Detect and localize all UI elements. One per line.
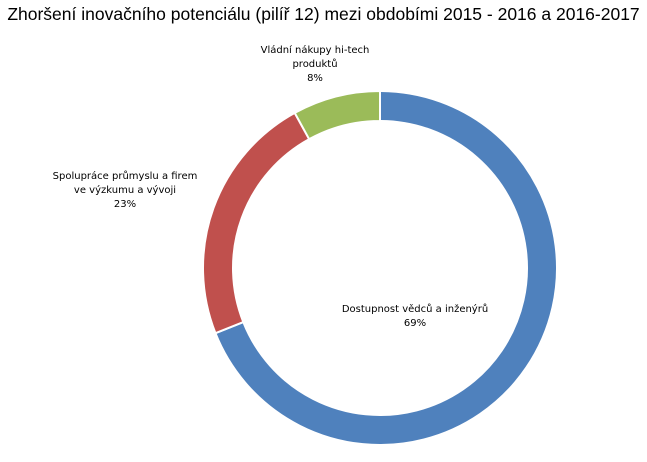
chart-title: Zhoršení inovačního potenciálu (pilíř 12… [7,4,640,24]
slice-label-vladni-nakupy: Vládní nákupy hi-tech produktů 8% [240,44,390,86]
slice-label-name: produktů [292,59,338,70]
slice-label-dostupnost: Dostupnost vědců a inženýrů 69% [330,303,500,331]
slice-label-spoluprace: Spolupráce průmyslu a firem ve výzkumu a… [40,170,210,212]
slice-label-value: 69% [403,318,427,329]
donut-slice-2 [293,89,381,141]
slice-label-name: Spolupráce průmyslu a firem [52,171,198,182]
slice-label-name: Vládní nákupy hi-tech [260,45,370,56]
slice-label-value: 23% [113,199,137,210]
donut-slice-1 [202,111,311,335]
slice-label-name: ve výzkumu a vývoji [73,185,177,196]
slice-label-name: Dostupnost vědců a inženýrů [341,304,489,315]
slice-label-value: 8% [307,73,323,84]
donut-slice-0 [214,89,558,446]
